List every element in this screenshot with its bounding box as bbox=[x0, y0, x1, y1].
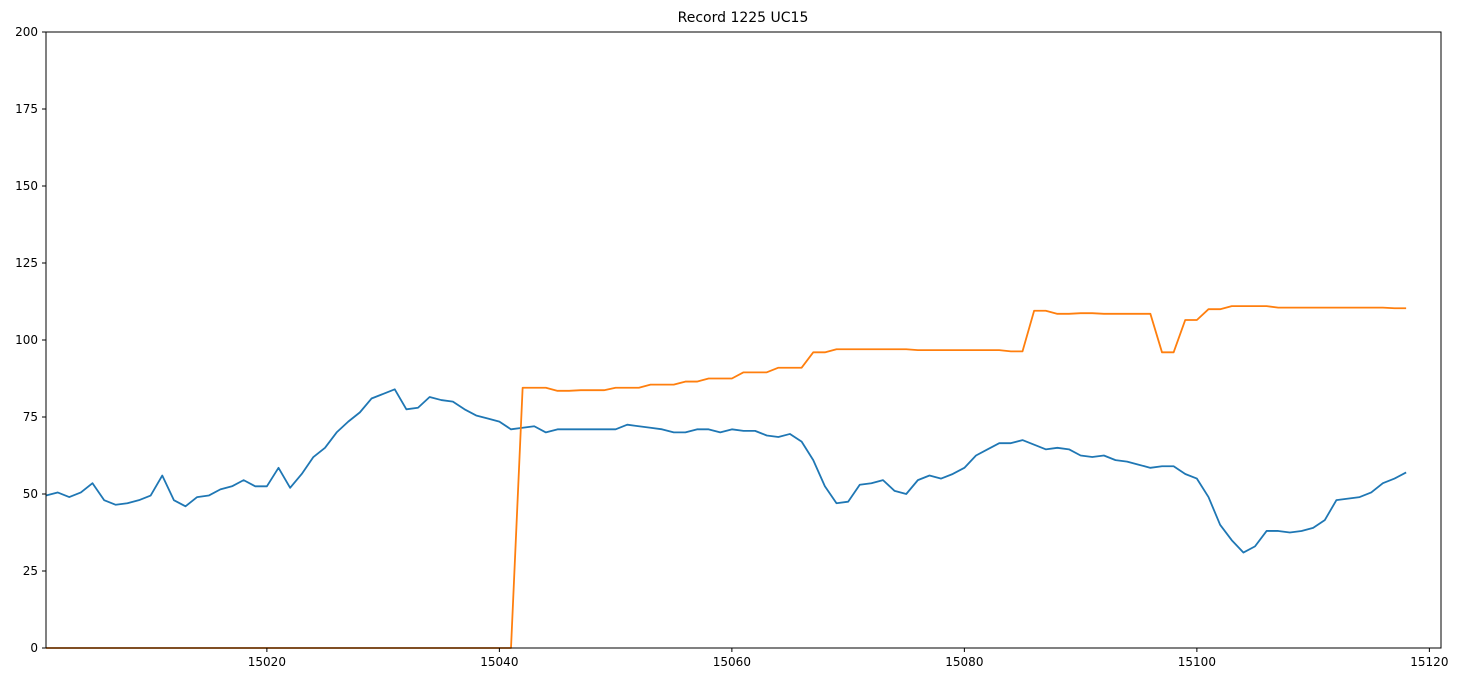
y-tick-label: 0 bbox=[30, 641, 38, 655]
y-tick-label: 75 bbox=[23, 410, 38, 424]
x-tick-label: 15040 bbox=[480, 655, 518, 669]
y-axis: 0 25 50 75 100 125 150 175 200 bbox=[15, 25, 46, 655]
x-tick-label: 15060 bbox=[713, 655, 751, 669]
series-line-1 bbox=[45, 388, 1407, 554]
plot-frame bbox=[45, 31, 1442, 649]
y-tick-label: 100 bbox=[15, 333, 38, 347]
x-tick-label: 15120 bbox=[1410, 655, 1448, 669]
x-tick-label: 15100 bbox=[1178, 655, 1216, 669]
y-tick-label: 175 bbox=[15, 102, 38, 116]
y-tick-label: 50 bbox=[23, 487, 38, 501]
y-tick-label: 200 bbox=[15, 25, 38, 39]
y-tick-label: 150 bbox=[15, 179, 38, 193]
x-axis: 15020 15040 15060 15080 15100 15120 bbox=[248, 648, 1448, 669]
x-tick-label: 15020 bbox=[248, 655, 286, 669]
y-tick-label: 125 bbox=[15, 256, 38, 270]
chart-title: Record 1225 UC15 bbox=[678, 10, 809, 26]
x-tick-label: 15080 bbox=[945, 655, 983, 669]
y-tick-label: 25 bbox=[23, 564, 38, 578]
